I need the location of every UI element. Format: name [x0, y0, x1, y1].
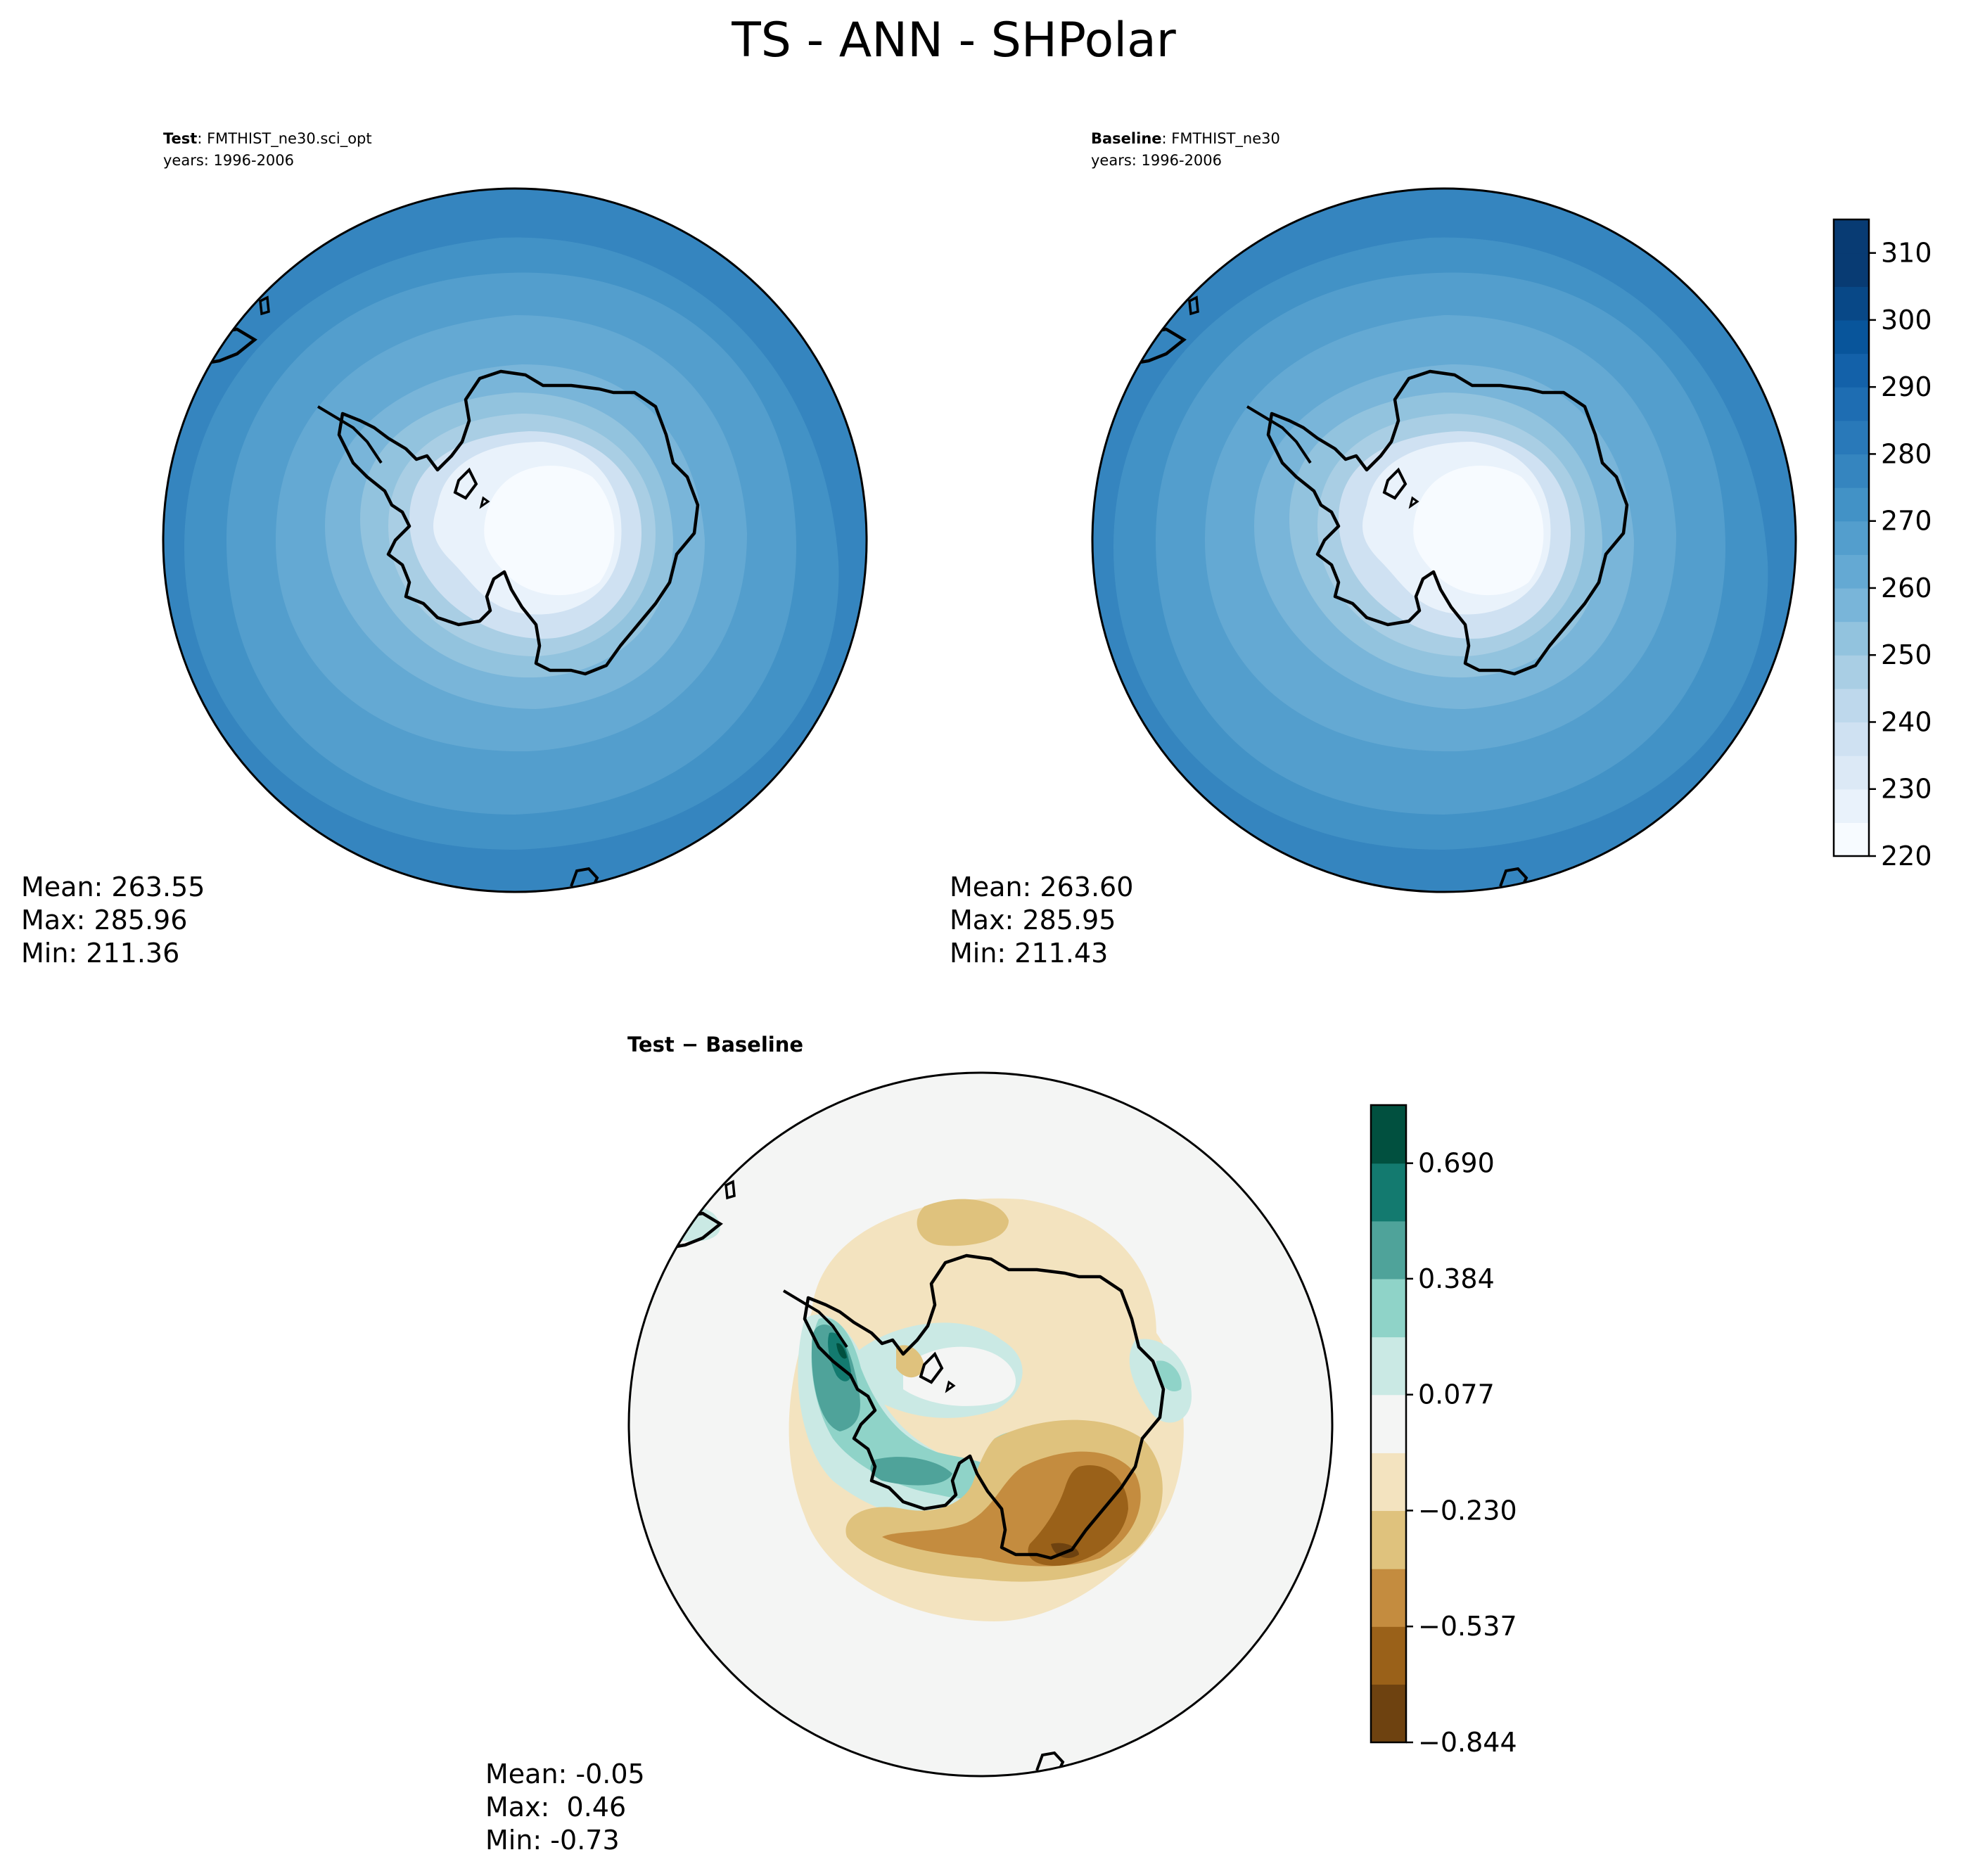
difference-colorbar-segment — [1371, 1394, 1406, 1453]
baseline-panel: Baseline: FMTHIST_ne30 years: 1996-2006 … — [950, 130, 1797, 969]
temperature-colorbar-segment — [1834, 454, 1869, 488]
difference-panel-label: Test − Baseline — [627, 1033, 803, 1057]
temperature-colorbar-segment — [1834, 722, 1869, 756]
baseline-map-border — [1091, 187, 1797, 893]
difference-map — [629, 1073, 1332, 1776]
temperature-colorbar-tick-label: 230 — [1881, 774, 1932, 805]
temperature-colorbar-tick-label: 270 — [1881, 506, 1932, 537]
temperature-colorbar-segment — [1834, 219, 1869, 254]
difference-min: Min: -0.73 — [485, 1825, 620, 1856]
temperature-colorbar-tick-label: 290 — [1881, 371, 1932, 402]
difference-colorbar-frame — [1370, 1104, 1408, 1744]
temperature-colorbar-segment — [1834, 554, 1869, 589]
test-label-bold: Test — [163, 130, 197, 147]
difference-colorbar-tick-label: −0.230 — [1418, 1495, 1517, 1526]
test-years: years: 1996-2006 — [163, 152, 294, 169]
temperature-colorbar-segment — [1834, 387, 1869, 421]
temperature-colorbar-tick-label: 240 — [1881, 706, 1932, 737]
temperature-colorbar-tick-label: 260 — [1881, 573, 1932, 604]
temperature-colorbar-segment — [1834, 822, 1869, 857]
difference-colorbar-tick-label: −0.844 — [1418, 1727, 1517, 1758]
test-label-rest: : FMTHIST_ne30.sci_opt — [197, 130, 371, 148]
difference-max: Max: 0.46 — [485, 1792, 626, 1823]
baseline-label-bold: Baseline — [1091, 130, 1162, 147]
baseline-map — [1092, 189, 1796, 892]
difference-colorbar-tick-label: 0.690 — [1418, 1148, 1495, 1179]
temperature-colorbar-segment — [1834, 789, 1869, 823]
test-panel-label: Test: FMTHIST_ne30.sci_opt — [163, 130, 372, 148]
temperature-colorbar-segment — [1834, 587, 1869, 623]
test-map — [163, 189, 867, 892]
temperature-colorbar-tick-label: 280 — [1881, 438, 1932, 469]
baseline-temperature-field — [1092, 189, 1796, 892]
temperature-colorbar-segment — [1834, 319, 1869, 355]
temperature-colorbar-segment — [1834, 521, 1869, 555]
temperature-colorbar-segment — [1834, 487, 1869, 522]
difference-colorbar-segment — [1371, 1453, 1406, 1512]
difference-panel: Test − Baseline — [485, 1033, 1334, 1856]
temperature-colorbar-tick-label: 220 — [1881, 841, 1932, 872]
baseline-mean: Mean: 263.60 — [950, 872, 1133, 902]
temperature-colorbar-tick-label: 300 — [1881, 305, 1932, 336]
test-min: Min: 211.36 — [21, 938, 179, 969]
test-panel: Test: FMTHIST_ne30.sci_opt years: 1996-2… — [21, 130, 868, 969]
baseline-label-rest: : FMTHIST_ne30 — [1162, 130, 1280, 148]
temperature-colorbar-segment — [1834, 621, 1869, 656]
difference-colorbar-segment — [1371, 1163, 1406, 1222]
figure-title: TS - ANN - SHPolar — [731, 13, 1176, 68]
temperature-colorbar-segment — [1834, 420, 1869, 455]
temperature-colorbar-segment — [1834, 286, 1869, 321]
difference-colorbar-tick-label: −0.537 — [1418, 1611, 1517, 1642]
temperature-colorbar-tick-label: 250 — [1881, 639, 1932, 670]
temperature-colorbar-tick-label: 310 — [1881, 238, 1932, 269]
difference-colorbar-segment — [1371, 1220, 1406, 1280]
difference-map-border — [627, 1071, 1334, 1778]
difference-colorbar-segment — [1371, 1278, 1406, 1338]
temperature-colorbar-segment — [1834, 688, 1869, 723]
difference-colorbar-segment — [1371, 1626, 1406, 1685]
baseline-max: Max: 285.95 — [950, 905, 1116, 936]
temperature-colorbar-frame — [1832, 218, 1870, 857]
baseline-panel-label: Baseline: FMTHIST_ne30 — [1091, 130, 1280, 148]
difference-colorbar-segment — [1371, 1336, 1406, 1396]
difference-colorbar-segment — [1371, 1510, 1406, 1569]
difference-colorbar-segment — [1371, 1569, 1406, 1627]
temperature-colorbar-segment — [1834, 755, 1869, 790]
temperature-colorbar-segment — [1834, 253, 1869, 287]
test-temperature-field — [163, 189, 867, 892]
baseline-years: years: 1996-2006 — [1091, 152, 1222, 169]
temperature-colorbar-segment — [1834, 655, 1869, 689]
test-map-border — [162, 187, 868, 893]
temperature-colorbar: 220 230 240 250 260 270 280 290 300 310 — [1832, 218, 1932, 872]
difference-colorbar: −0.844 −0.537 −0.230 0.077 0.384 0.690 — [1370, 1104, 1517, 1758]
difference-colorbar-segment — [1371, 1105, 1406, 1164]
difference-colorbar-tick-label: 0.384 — [1418, 1263, 1495, 1294]
difference-colorbar-segment — [1371, 1684, 1406, 1743]
test-max: Max: 285.96 — [21, 905, 187, 936]
temperature-colorbar-segment — [1834, 353, 1869, 388]
baseline-min: Min: 211.43 — [950, 938, 1108, 969]
difference-mean: Mean: -0.05 — [485, 1759, 645, 1789]
test-mean: Mean: 263.55 — [21, 872, 205, 902]
difference-colorbar-tick-label: 0.077 — [1418, 1379, 1495, 1410]
